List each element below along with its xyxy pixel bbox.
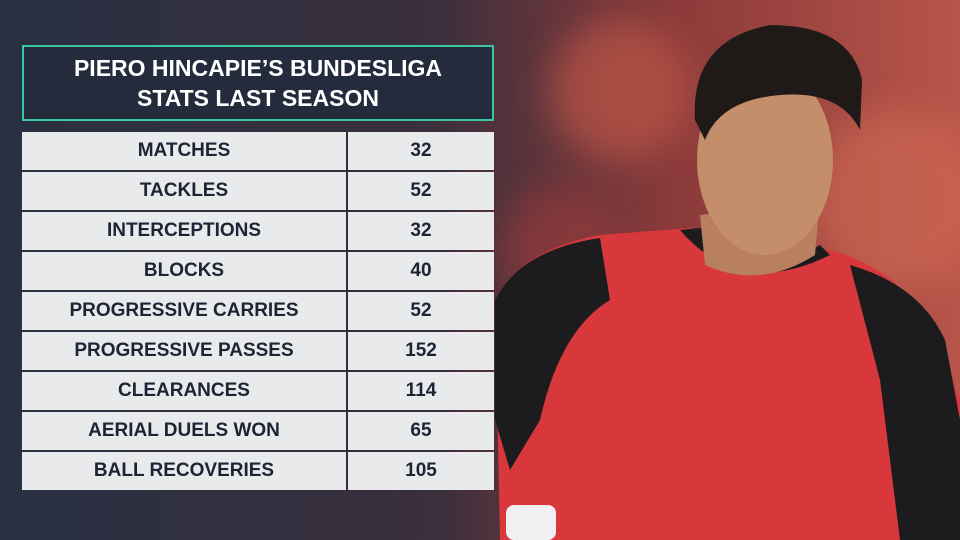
stat-label: BLOCKS bbox=[22, 252, 346, 290]
title-box: PIERO HINCAPIE’S BUNDESLIGA STATS LAST S… bbox=[22, 45, 494, 121]
table-row: PROGRESSIVE CARRIES 52 bbox=[22, 292, 494, 330]
stat-value: 114 bbox=[348, 372, 494, 410]
table-row: AERIAL DUELS WON 65 bbox=[22, 412, 494, 450]
stat-label: AERIAL DUELS WON bbox=[22, 412, 346, 450]
stat-label: TACKLES bbox=[22, 172, 346, 210]
stat-value: 32 bbox=[348, 132, 494, 170]
title: PIERO HINCAPIE’S BUNDESLIGA STATS LAST S… bbox=[73, 55, 443, 111]
stat-label: INTERCEPTIONS bbox=[22, 212, 346, 250]
stat-label: CLEARANCES bbox=[22, 372, 346, 410]
stat-label: BALL RECOVERIES bbox=[22, 452, 346, 490]
stat-value: 152 bbox=[348, 332, 494, 370]
stat-value: 40 bbox=[348, 252, 494, 290]
table-row: BALL RECOVERIES 105 bbox=[22, 452, 494, 490]
stats-table: MATCHES 32 TACKLES 52 INTERCEPTIONS 32 BLOCKS 4… bbox=[22, 132, 494, 492]
stat-value: 52 bbox=[348, 172, 494, 210]
stat-value: 32 bbox=[348, 212, 494, 250]
table-row: TACKLES 52 bbox=[22, 172, 494, 210]
table-row: MATCHES 32 bbox=[22, 132, 494, 170]
table-row: BLOCKS 40 bbox=[22, 252, 494, 290]
table-row: INTERCEPTIONS 32 bbox=[22, 212, 494, 250]
stat-value: 65 bbox=[348, 412, 494, 450]
stat-value: 52 bbox=[348, 292, 494, 330]
table-row: PROGRESSIVE PASSES 152 bbox=[22, 332, 494, 370]
table-row: CLEARANCES 114 bbox=[22, 372, 494, 410]
stat-value: 105 bbox=[348, 452, 494, 490]
player bbox=[495, 25, 960, 540]
stat-label: PROGRESSIVE PASSES bbox=[22, 332, 346, 370]
stat-label: PROGRESSIVE CARRIES bbox=[22, 292, 346, 330]
stat-label: MATCHES bbox=[22, 132, 346, 170]
